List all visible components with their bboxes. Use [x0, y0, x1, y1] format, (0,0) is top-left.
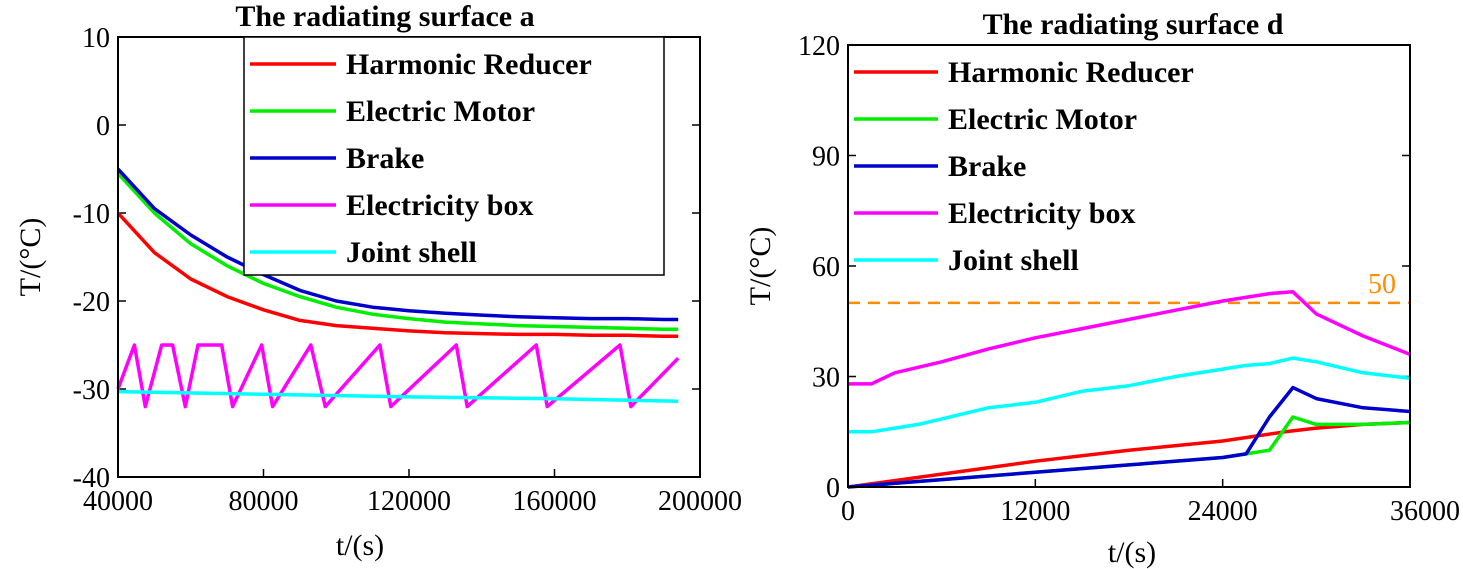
legend-label: Harmonic Reducer: [948, 56, 1194, 89]
legend-label: Electricity box: [346, 189, 533, 222]
legend-label: Brake: [948, 150, 1026, 183]
chart-a-title: The radiating surface a: [235, 0, 534, 33]
series-line-brake: [116, 167, 679, 322]
chart-d-xlabel: t/(s): [1108, 536, 1156, 569]
series-line-harmonic-reducer: [847, 420, 1411, 489]
chart-d-title: The radiating surface d: [983, 8, 1284, 41]
chart-d-xtick-label: 36000: [1390, 496, 1460, 527]
series-line-brake: [847, 385, 1411, 489]
series-line-electricity-box: [848, 290, 1411, 386]
chart-d-ytick-label: 90: [812, 142, 840, 173]
chart-a-legend: Harmonic Reducer Electric Motor Brake Elect…: [243, 36, 665, 276]
chart-d-ytick-label: 0: [826, 473, 840, 504]
chart-a-ytick-label: -30: [73, 375, 110, 406]
chart-d-ytick-label: 60: [812, 252, 840, 283]
chart-a-xtick-label: 120000: [367, 486, 451, 517]
chart-a-xtick-label: 80000: [229, 486, 299, 517]
chart-a-xtick-label: 40000: [83, 486, 153, 517]
series-line-joint-shell: [848, 356, 1411, 434]
reference-line-label: 50: [1368, 269, 1396, 300]
chart-a-ytick-label: -40: [73, 463, 110, 494]
chart-d-frame: [847, 44, 1411, 488]
series-line-joint-shell: [117, 389, 679, 404]
series-line-electricity-box: [116, 343, 680, 409]
legend-label: Electric Motor: [346, 95, 535, 128]
legend-label: Joint shell: [346, 236, 477, 269]
chart-a-xtick-label: 200000: [658, 486, 742, 517]
legend-label: Harmonic Reducer: [346, 48, 592, 81]
series-line-electric-motor: [116, 172, 679, 331]
legend-label: Brake: [346, 142, 424, 175]
chart-d-series: 50: [847, 269, 1411, 489]
chart-d-ytick-label: 120: [798, 31, 840, 62]
chart-a-ytick-label: 10: [82, 23, 110, 54]
chart-a-ytick-label: -20: [73, 287, 110, 318]
chart-d-xtick-label: 12000: [1000, 496, 1070, 527]
chart-d-ticks: 120 90 60 30 00 12000 24000 36000: [798, 31, 1460, 527]
legend-label: Electric Motor: [948, 103, 1137, 136]
legend-label: Electricity box: [948, 197, 1135, 230]
chart-d-ytick-label: 30: [812, 363, 840, 394]
chart-a-ytick-label: -10: [73, 199, 110, 230]
chart-d: The radiating surface d 120 90 60 30 00 12000…: [744, 8, 1460, 569]
chart-a-legend-box: [243, 36, 665, 276]
series-line-harmonic-reducer: [116, 211, 679, 338]
chart-d-xtick-label: 0: [841, 496, 855, 527]
chart-a-xtick-label: 160000: [513, 486, 597, 517]
chart-a-series: [116, 167, 680, 409]
chart-d-ylabel: T/(°C): [744, 227, 777, 306]
chart-a-ytick-label: 0: [96, 111, 110, 142]
chart-d-xtick-label: 24000: [1188, 496, 1258, 527]
chart-a-ylabel: T/(°C): [14, 218, 47, 297]
chart-a-xlabel: t/(s): [336, 529, 384, 562]
legend-label: Joint shell: [948, 244, 1079, 277]
chart-a: The radiating surface a 10 0 -10 -20 -30 -404…: [14, 0, 742, 562]
chart-d-legend: Harmonic Reducer Electric Motor Brake Elect…: [854, 56, 1194, 277]
